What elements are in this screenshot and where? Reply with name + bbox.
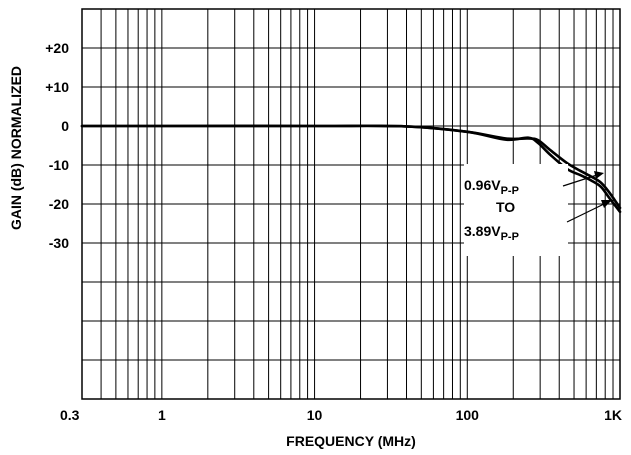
range-annotation: 0.96VP-P TO 3.89VP-P [464,164,612,256]
x-tick-labels: 0.3 1 10 100 1K [60,407,622,423]
annotation-line-3-subscript: P-P [501,231,519,243]
annotation-arrow-lower [566,203,605,223]
annotation-line-1-main: 0.96V [464,177,501,193]
y-tick-label: -20 [49,196,69,212]
plot-border [81,8,621,400]
y-tick-label: +20 [45,40,69,56]
annotation-background [464,164,568,256]
annotation-line-3-main: 3.89V [464,223,501,239]
x-tick-label: 0.3 [60,407,80,423]
annotation-line-1-subscript: P-P [501,185,519,197]
x-tick-label: 10 [307,407,323,423]
annotation-arrow-upper [562,174,598,187]
x-tick-label: 1K [604,407,622,423]
x-axis-label: FREQUENCY (MHz) [286,433,416,449]
annotation-arrowhead-lower [601,200,612,208]
x-tick-label: 100 [456,407,480,423]
y-tick-label: -30 [49,235,69,251]
curves [80,124,622,214]
y-tick-label: +10 [45,79,69,95]
y-tick-label: -10 [49,157,69,173]
annotation-line-1: 0.96VP-P [464,177,519,197]
y-tick-labels: +20 +10 0 -10 -20 -30 [45,40,69,251]
y-axis-label: GAIN (dB) NORMALIZED [8,66,24,230]
annotation-arrowhead-upper [594,171,604,179]
y-tick-label: 0 [61,118,69,134]
annotation-line-3: 3.89VP-P [464,223,519,243]
annotation-line-2: TO [496,199,515,215]
x-tick-label: 1 [158,407,166,423]
gain-curve [80,124,622,214]
